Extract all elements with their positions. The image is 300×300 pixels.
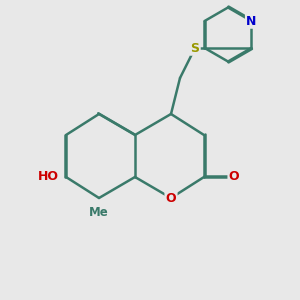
Text: O: O: [166, 191, 176, 205]
Text: HO: HO: [38, 170, 58, 184]
Text: N: N: [246, 14, 256, 28]
Text: Me: Me: [89, 206, 109, 220]
Text: S: S: [190, 41, 200, 55]
Text: O: O: [229, 170, 239, 184]
